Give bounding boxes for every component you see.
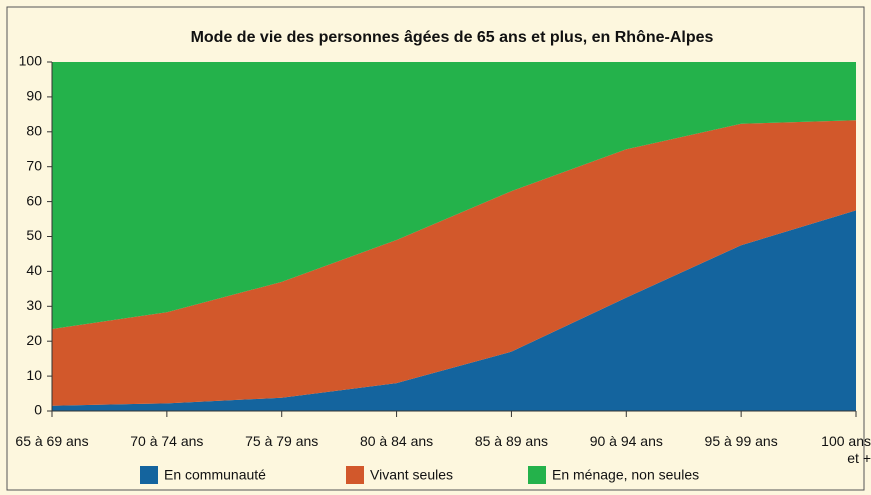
x-tick-label: 85 à 89 ans	[474, 433, 548, 449]
y-tick-label: 80	[26, 123, 42, 139]
y-tick-label: 70	[26, 157, 42, 173]
y-tick-label: 40	[26, 262, 42, 278]
y-tick-label: 60	[26, 192, 42, 208]
area	[52, 62, 856, 329]
x-tick-label: 95 à 99 ans	[704, 433, 778, 449]
chart-title: Mode de vie des personnes âgées de 65 an…	[191, 29, 714, 46]
x-tick-label: 80 à 84 ans	[359, 433, 434, 449]
area	[52, 120, 856, 406]
x-tick-label: 65 à 69 ans	[15, 433, 89, 449]
y-tick-label: 0	[34, 402, 42, 418]
x-tick-label: 90 à 94 ans	[589, 433, 663, 449]
y-tick-label: 100	[19, 53, 43, 69]
legend-label: En communauté	[164, 467, 266, 483]
y-tick-label: 90	[26, 88, 42, 104]
x-tick-label: 70 à 74 ans	[130, 433, 204, 449]
legend-label: En ménage, non seules	[552, 467, 699, 483]
x-tick-label: 75 à 79 ans	[245, 433, 319, 449]
legend-label: Vivant seules	[370, 467, 453, 483]
legend-swatch	[528, 466, 546, 484]
y-tick-label: 10	[26, 367, 42, 383]
x-tick-label: 100 ans et +	[821, 433, 871, 466]
legend-swatch	[140, 466, 158, 484]
y-tick-label: 50	[26, 227, 42, 243]
area	[52, 210, 856, 411]
y-tick-label: 20	[26, 332, 42, 348]
y-tick-label: 30	[26, 297, 42, 313]
frame	[6, 6, 865, 491]
legend-swatch	[346, 466, 364, 484]
